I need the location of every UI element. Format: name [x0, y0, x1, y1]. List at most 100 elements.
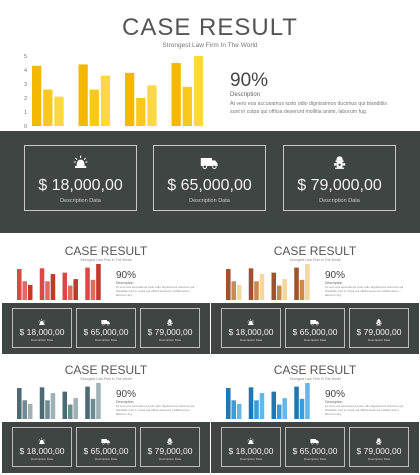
bar-chart — [226, 264, 310, 300]
fire-hydrant-icon — [350, 432, 408, 445]
bar — [96, 264, 101, 300]
slide-subtitle: Strongest Law Firm In The World — [289, 377, 341, 381]
stat-value: $ 79,000,00 — [147, 327, 193, 337]
bar — [282, 279, 287, 300]
stat-card: $ 79,000,00 Description Data — [140, 308, 200, 348]
bar — [136, 98, 146, 126]
stat-label: Description Data — [303, 457, 327, 461]
thumbnail-slide-slate[interactable]: CASE RESULT Strongest Law Firm In The Wo… — [2, 357, 210, 473]
description-text: At vero eos accusamus iusto odio digniss… — [325, 404, 404, 416]
thumbnail-slide-blue[interactable]: CASE RESULT Strongest Law Firm In The Wo… — [211, 357, 419, 473]
stat-card: $ 79,000,00 Description Data — [283, 145, 396, 211]
fire-hydrant-icon — [350, 313, 408, 326]
stat-value: $ 18,000,00 — [19, 327, 65, 337]
stat-card: $ 65,000,00 Description Data — [285, 427, 345, 467]
bar — [231, 400, 237, 419]
bar — [193, 56, 204, 126]
slide-subtitle: Strongest Law Firm In The World — [80, 377, 132, 381]
stat-value: $ 79,000,00 — [147, 446, 193, 456]
stat-card: $ 79,000,00 Description Data — [140, 427, 200, 467]
truck-icon — [286, 313, 344, 326]
description-text: At vero eos accusamus iusto odio digniss… — [325, 285, 404, 297]
percent-value: 90% — [325, 389, 346, 400]
alarm-light-icon — [25, 154, 136, 170]
bar — [17, 388, 22, 419]
bar — [96, 383, 101, 419]
stat-label: Description Data — [319, 198, 360, 204]
alarm-light-icon — [13, 313, 71, 325]
bar — [271, 272, 277, 300]
slide-title: CASE RESULT — [273, 363, 357, 377]
bar-chart — [17, 383, 101, 419]
bar — [22, 281, 28, 300]
bar — [89, 89, 99, 126]
stat-value: $ 65,000,00 — [83, 446, 129, 456]
thumbnail-slide-red[interactable]: CASE RESULT Strongest Law Firm In The Wo… — [2, 238, 210, 354]
stat-label: Description Data — [367, 338, 391, 342]
bar — [27, 403, 33, 419]
bar — [67, 285, 73, 300]
stat-value: $ 65,000,00 — [167, 177, 252, 194]
bar — [73, 279, 78, 300]
stat-card: $ 79,000,00 Description Data — [349, 308, 409, 348]
stat-card: $ 65,000,00 Description Data — [153, 145, 266, 211]
bar — [294, 267, 299, 300]
bar — [45, 400, 50, 419]
stats-band: $ 18,000,00 Description Data $ 65,000,00… — [2, 422, 210, 473]
alarm-light-icon — [222, 432, 280, 444]
description-text: At vero eos accusamus iusto odio digniss… — [116, 285, 195, 297]
bar-chart — [226, 383, 310, 419]
alarm-light-icon — [222, 313, 280, 325]
stats-band: $ 18,000,00 Description Data $ 65,000,00… — [2, 303, 210, 354]
description-label: Description — [325, 400, 343, 404]
truck-icon — [286, 432, 344, 445]
main-slide: CASE RESULT Strongest Law Firm In The Wo… — [0, 0, 420, 233]
stat-label: Description Data — [303, 338, 327, 342]
stat-value: $ 18,000,00 — [228, 327, 274, 337]
y-tick-label: 2 — [24, 96, 27, 102]
slide-subtitle: Strongest Law Firm In The World — [289, 258, 341, 262]
bar — [299, 398, 305, 419]
stat-card: $ 18,000,00 Description Data — [12, 427, 72, 467]
stat-value: $ 79,000,00 — [356, 446, 402, 456]
bar — [294, 386, 299, 419]
stat-value: $ 79,000,00 — [297, 177, 382, 194]
stat-label: Description Data — [60, 198, 101, 204]
stat-label: Description Data — [30, 457, 54, 461]
bar — [254, 400, 259, 419]
slide-title: CASE RESULT — [273, 244, 357, 258]
y-tick-label: 3 — [24, 82, 27, 88]
bar — [236, 284, 242, 300]
stat-label: Description Data — [367, 457, 391, 461]
bar — [73, 398, 78, 419]
thumbnail-slide-brown[interactable]: CASE RESULT Strongest Law Firm In The Wo… — [211, 238, 419, 354]
bar — [125, 72, 135, 126]
bar — [299, 279, 305, 300]
bar — [100, 75, 111, 126]
fire-hydrant-icon — [141, 313, 199, 326]
bar — [17, 269, 22, 300]
description-text: At vero eos accusamus iusto odio digniss… — [116, 404, 195, 416]
bar — [62, 272, 68, 300]
description-text: At vero eos accusamus iusto odio digniss… — [230, 101, 387, 115]
bar-chart — [17, 264, 101, 300]
bar — [67, 404, 73, 419]
stats-band: $ 18,000,00 Description Data $ 65,000,00… — [211, 422, 419, 473]
stat-label: Description Data — [189, 198, 230, 204]
stat-card: $ 65,000,00 Description Data — [76, 308, 136, 348]
bar — [248, 387, 254, 419]
stat-card: $ 65,000,00 Description Data — [285, 308, 345, 348]
percent-value: 90% — [116, 389, 137, 400]
bar — [39, 387, 45, 419]
percent-value: 90% — [230, 70, 269, 91]
bar — [305, 264, 310, 300]
bar — [90, 279, 96, 300]
stat-value: $ 65,000,00 — [83, 327, 129, 337]
stat-label: Description Data — [30, 338, 54, 342]
stat-label: Description Data — [94, 338, 118, 342]
bar — [182, 86, 192, 126]
stat-card: $ 18,000,00 Description Data — [221, 427, 281, 467]
bar — [171, 63, 181, 126]
slide-title: CASE RESULT — [122, 14, 298, 41]
bar — [43, 89, 53, 126]
